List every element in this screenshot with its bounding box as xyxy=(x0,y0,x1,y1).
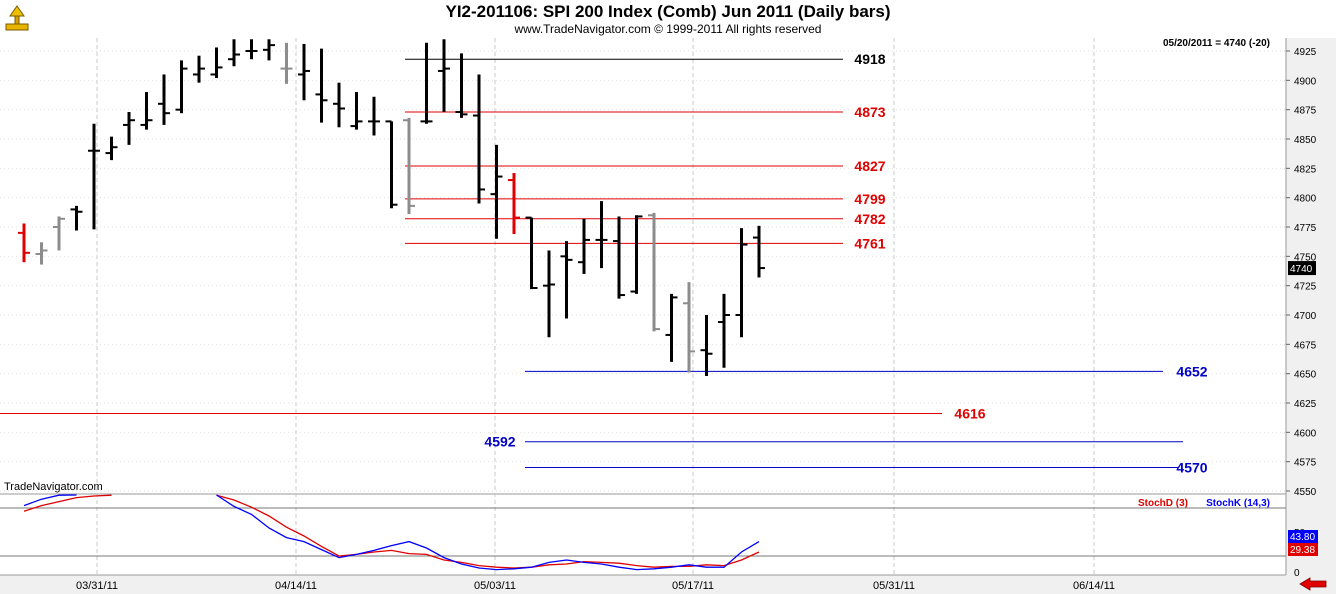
stoch-k-legend: StochK (14,3) xyxy=(1206,498,1270,509)
scroll-left-arrow-icon[interactable] xyxy=(1299,577,1327,591)
level-label-4782: 4782 xyxy=(854,211,885,227)
last-price-info: 05/20/2011 = 4740 (-20) xyxy=(1163,38,1270,49)
stoch-d-legend: StochD (3) xyxy=(1138,498,1188,509)
price-tick-label: 4600 xyxy=(1294,428,1317,439)
level-label-4918: 4918 xyxy=(854,51,885,67)
date-tick-label: 04/14/11 xyxy=(275,580,317,592)
date-tick-label: 05/31/11 xyxy=(873,580,915,592)
level-label-4873: 4873 xyxy=(854,104,885,120)
price-tick-label: 4700 xyxy=(1294,311,1317,322)
chart-title: YI2-201106: SPI 200 Index (Comb) Jun 201… xyxy=(445,2,891,21)
brand-label: TradeNavigator.com xyxy=(4,481,103,493)
level-label-4799: 4799 xyxy=(854,191,885,207)
level-label-4570: 4570 xyxy=(1176,460,1207,476)
level-label-4761: 4761 xyxy=(854,235,885,251)
level-label-4652: 4652 xyxy=(1176,363,1207,379)
price-tick-label: 4800 xyxy=(1294,194,1317,205)
price-tick-label: 4775 xyxy=(1294,223,1317,234)
price-tick-label: 4625 xyxy=(1294,399,1317,410)
stoch-d-line xyxy=(23,494,760,569)
date-axis-panel xyxy=(0,575,1336,594)
level-label-4827: 4827 xyxy=(854,158,885,174)
price-tick-label: 4925 xyxy=(1294,47,1317,58)
price-tick-label: 4825 xyxy=(1294,164,1317,175)
price-tick-label: 4675 xyxy=(1294,340,1317,351)
price-tick-label: 4650 xyxy=(1294,370,1317,381)
price-tick-label: 4575 xyxy=(1294,458,1317,469)
last-price-label: 4740 xyxy=(1290,264,1313,275)
price-tick-label: 4900 xyxy=(1294,76,1317,87)
stoch-k-line xyxy=(23,494,760,571)
price-tick-label: 4725 xyxy=(1294,282,1317,293)
date-tick-label: 05/03/11 xyxy=(474,580,516,592)
date-tick-label: 06/14/11 xyxy=(1073,580,1115,592)
stoch-k-value: 43.80 xyxy=(1290,532,1315,543)
date-tick-label: 05/17/11 xyxy=(672,580,714,592)
stoch-k-value-box xyxy=(1288,530,1318,543)
price-tick-label: 4875 xyxy=(1294,106,1317,117)
stoch-d-value-box xyxy=(1288,543,1318,556)
last-price-box xyxy=(1288,261,1316,276)
level-label-4592: 4592 xyxy=(484,434,515,450)
plot-background xyxy=(0,38,1336,594)
date-tick-label: 03/31/11 xyxy=(76,580,118,592)
stoch-tick-label: 0 xyxy=(1294,568,1300,579)
tradenavigator-logo-icon[interactable] xyxy=(4,4,30,32)
price-tick-label: 4750 xyxy=(1294,252,1317,263)
stoch-d-value: 29.38 xyxy=(1290,545,1315,556)
copyright-subtitle: www.TradeNavigator.com © 1999-2011 All r… xyxy=(514,22,822,36)
price-tick-label: 4850 xyxy=(1294,135,1317,146)
price-tick-label: 4550 xyxy=(1294,487,1317,498)
price-axis-panel xyxy=(1286,38,1336,594)
level-label-4616: 4616 xyxy=(954,406,985,422)
